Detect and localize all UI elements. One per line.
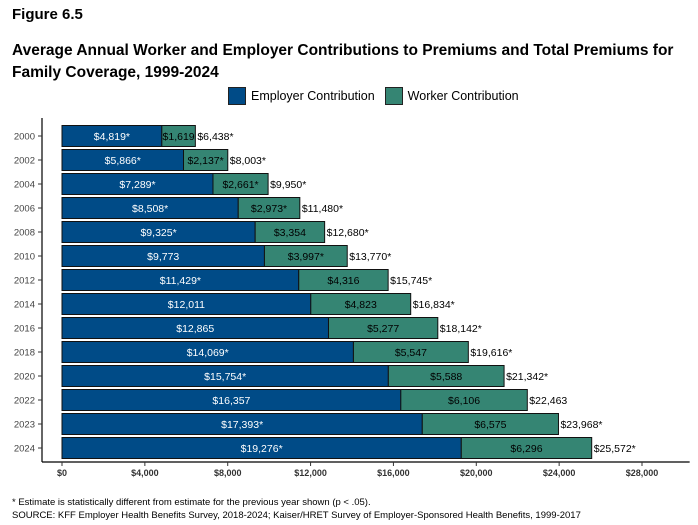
data-label-worker: $1,619	[163, 131, 195, 143]
data-label-total: $11,480*	[302, 203, 343, 215]
y-tick-label: 2012	[14, 276, 35, 287]
legend-swatch-worker	[384, 87, 403, 105]
bar-worker	[183, 149, 229, 171]
bar-worker	[327, 317, 439, 339]
bar-worker	[460, 437, 593, 459]
y-tick-label: 2004	[14, 180, 35, 191]
data-label-total: $8,003*	[230, 155, 266, 167]
data-label-employer: $17,393*	[221, 419, 263, 431]
data-label-worker: $6,106	[448, 395, 480, 407]
data-label-employer: $9,773	[147, 251, 179, 263]
data-label-total: $6,438*	[197, 131, 233, 143]
data-label-worker: $2,973*	[251, 203, 287, 215]
data-label-worker: $5,277	[367, 323, 399, 335]
data-label-total: $16,834*	[413, 299, 455, 311]
data-label-employer: $5,866*	[105, 155, 141, 167]
legend-label-worker: Worker Contribution	[407, 89, 519, 103]
bar-worker	[387, 365, 505, 387]
data-label-worker: $2,137*	[188, 155, 224, 167]
data-label-total: $9,950*	[270, 179, 306, 191]
data-label-employer: $12,865	[176, 323, 214, 335]
x-tick-label: $20,000	[460, 468, 493, 478]
bar-worker	[298, 269, 389, 291]
x-tick-label: $24,000	[543, 468, 576, 478]
x-tick-label: $16,000	[377, 468, 410, 478]
data-label-total: $13,770*	[349, 251, 391, 263]
data-label-total: $25,572*	[594, 443, 636, 455]
bar-worker	[352, 341, 469, 363]
bar-worker	[212, 173, 269, 195]
chart-title: Average Annual Worker and Employer Contr…	[12, 42, 674, 81]
data-label-worker: $6,296	[510, 443, 542, 455]
data-label-total: $22,463	[529, 395, 567, 407]
legend: Employer Contribution Worker Contributio…	[228, 87, 529, 105]
legend-swatch-employer	[228, 87, 246, 105]
data-label-employer: $8,508*	[132, 203, 168, 215]
data-label-total: $15,745*	[390, 275, 432, 287]
data-label-worker: $4,316	[327, 275, 359, 287]
bar-worker	[400, 389, 528, 411]
footnote: * Estimate is statistically different fr…	[12, 497, 371, 508]
data-label-total: $19,616*	[470, 347, 512, 359]
y-tick-label: 2020	[14, 372, 35, 383]
x-tick-label: $12,000	[294, 468, 327, 478]
data-label-worker: $3,354	[274, 227, 306, 239]
y-tick-label: 2014	[14, 300, 35, 311]
data-label-employer: $12,011	[168, 299, 205, 311]
y-tick-label: 2002	[14, 156, 35, 167]
data-label-total: $12,680*	[327, 227, 369, 239]
bar-worker	[310, 293, 412, 315]
x-tick-label: $4,000	[131, 468, 159, 478]
data-label-worker: $3,997*	[288, 251, 324, 263]
data-label-employer: $7,289*	[119, 179, 155, 191]
bar-worker	[254, 221, 326, 243]
data-label-employer: $4,819*	[94, 131, 130, 143]
data-label-worker: $5,547	[395, 347, 427, 359]
y-tick-label: 2000	[14, 132, 35, 143]
data-label-worker: $6,575	[474, 419, 506, 431]
figure-label: Figure 6.5	[12, 6, 83, 23]
y-tick-label: 2010	[14, 252, 35, 263]
x-tick-label: $0	[57, 468, 67, 478]
y-tick-label: 2008	[14, 228, 35, 239]
data-label-employer: $11,429*	[160, 275, 201, 287]
y-tick-label: 2024	[14, 444, 35, 455]
x-tick-label: $28,000	[626, 468, 659, 478]
y-tick-label: 2018	[14, 348, 35, 359]
bar-worker	[237, 197, 301, 219]
x-tick-label: $8,000	[214, 468, 242, 478]
y-tick-label: 2022	[14, 396, 35, 407]
bar-worker	[161, 125, 196, 147]
y-tick-label: 2023	[14, 420, 35, 431]
source-note: SOURCE: KFF Employer Health Benefits Sur…	[12, 510, 581, 521]
data-label-employer: $19,276*	[241, 443, 283, 455]
data-label-total: $21,342*	[506, 371, 548, 383]
bar-worker	[263, 245, 348, 267]
data-label-employer: $9,325*	[140, 227, 176, 239]
data-label-total: $18,142*	[440, 323, 482, 335]
data-label-worker: $5,588	[430, 371, 462, 383]
bar-worker	[421, 413, 559, 435]
legend-label-employer: Employer Contribution	[251, 89, 375, 103]
data-label-worker: $2,661*	[222, 179, 258, 191]
data-label-employer: $15,754*	[204, 371, 246, 383]
data-label-total: $23,968*	[560, 419, 602, 431]
y-tick-label: 2006	[14, 204, 35, 215]
data-label-employer: $16,357	[212, 395, 250, 407]
data-label-employer: $14,069*	[187, 347, 229, 359]
data-label-worker: $4,823	[345, 299, 377, 311]
y-tick-label: 2016	[14, 324, 35, 335]
